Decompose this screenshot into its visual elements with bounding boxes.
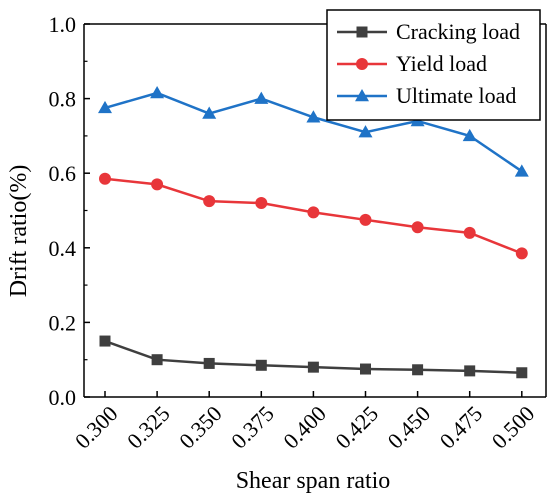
x-tick-label: 0.350 [174,401,227,454]
x-tick-label: 0.475 [435,401,488,454]
x-tick-label: 0.300 [70,401,123,454]
x-tick-label: 0.500 [487,401,540,454]
data-point [99,335,111,347]
y-tick-label: 0.6 [49,161,77,186]
data-point [255,197,268,210]
data-point [203,195,216,208]
data-point [307,361,319,373]
x-tick-label: 0.375 [226,401,279,454]
data-point [307,206,320,219]
y-tick-label: 0.8 [49,87,77,112]
x-tick-label: 0.400 [278,401,331,454]
data-point [151,178,164,191]
legend-item: Yield load [337,51,487,76]
x-axis-title: Shear span ratio [236,468,391,494]
data-point [412,364,424,376]
data-point [358,125,373,138]
y-tick-label: 0.0 [49,385,77,410]
legend-label: Yield load [396,51,487,76]
legend-item: Ultimate load [337,83,516,108]
data-point [463,226,476,239]
series-yield-load [99,172,528,260]
data-point [360,363,371,375]
y-axis-title: Drift ratio(%) [6,165,32,298]
series-cracking-load [99,335,528,379]
data-point [202,106,217,119]
data-point [254,91,269,104]
x-tick-label: 0.450 [382,401,435,454]
data-point [99,172,111,185]
legend-label: Ultimate load [396,83,516,108]
series-group [98,86,529,379]
data-point [462,128,477,142]
data-point [150,86,165,99]
x-tick-label: 0.425 [330,401,383,454]
y-tick-label: 0.4 [49,236,77,261]
series-ultimate-load [98,86,529,177]
legend: Cracking load Yield load Ultimate load [326,9,541,121]
data-point [151,354,163,366]
data-point [411,221,424,234]
data-point [515,247,528,260]
y-tick-label: 1.0 [49,12,77,37]
data-point [514,164,529,177]
data-point [203,357,215,369]
data-point [464,365,476,377]
data-point [306,110,321,123]
data-point [516,367,528,379]
legend-item: Cracking load [337,19,520,44]
data-point [255,359,267,371]
legend-marker [356,58,368,70]
legend-marker [355,89,369,102]
data-point [98,100,112,114]
legend-marker [356,26,368,38]
data-point [359,213,372,226]
legend-label: Cracking load [396,19,520,44]
x-tick-label: 0.325 [122,401,175,454]
y-tick-label: 0.2 [49,310,77,335]
